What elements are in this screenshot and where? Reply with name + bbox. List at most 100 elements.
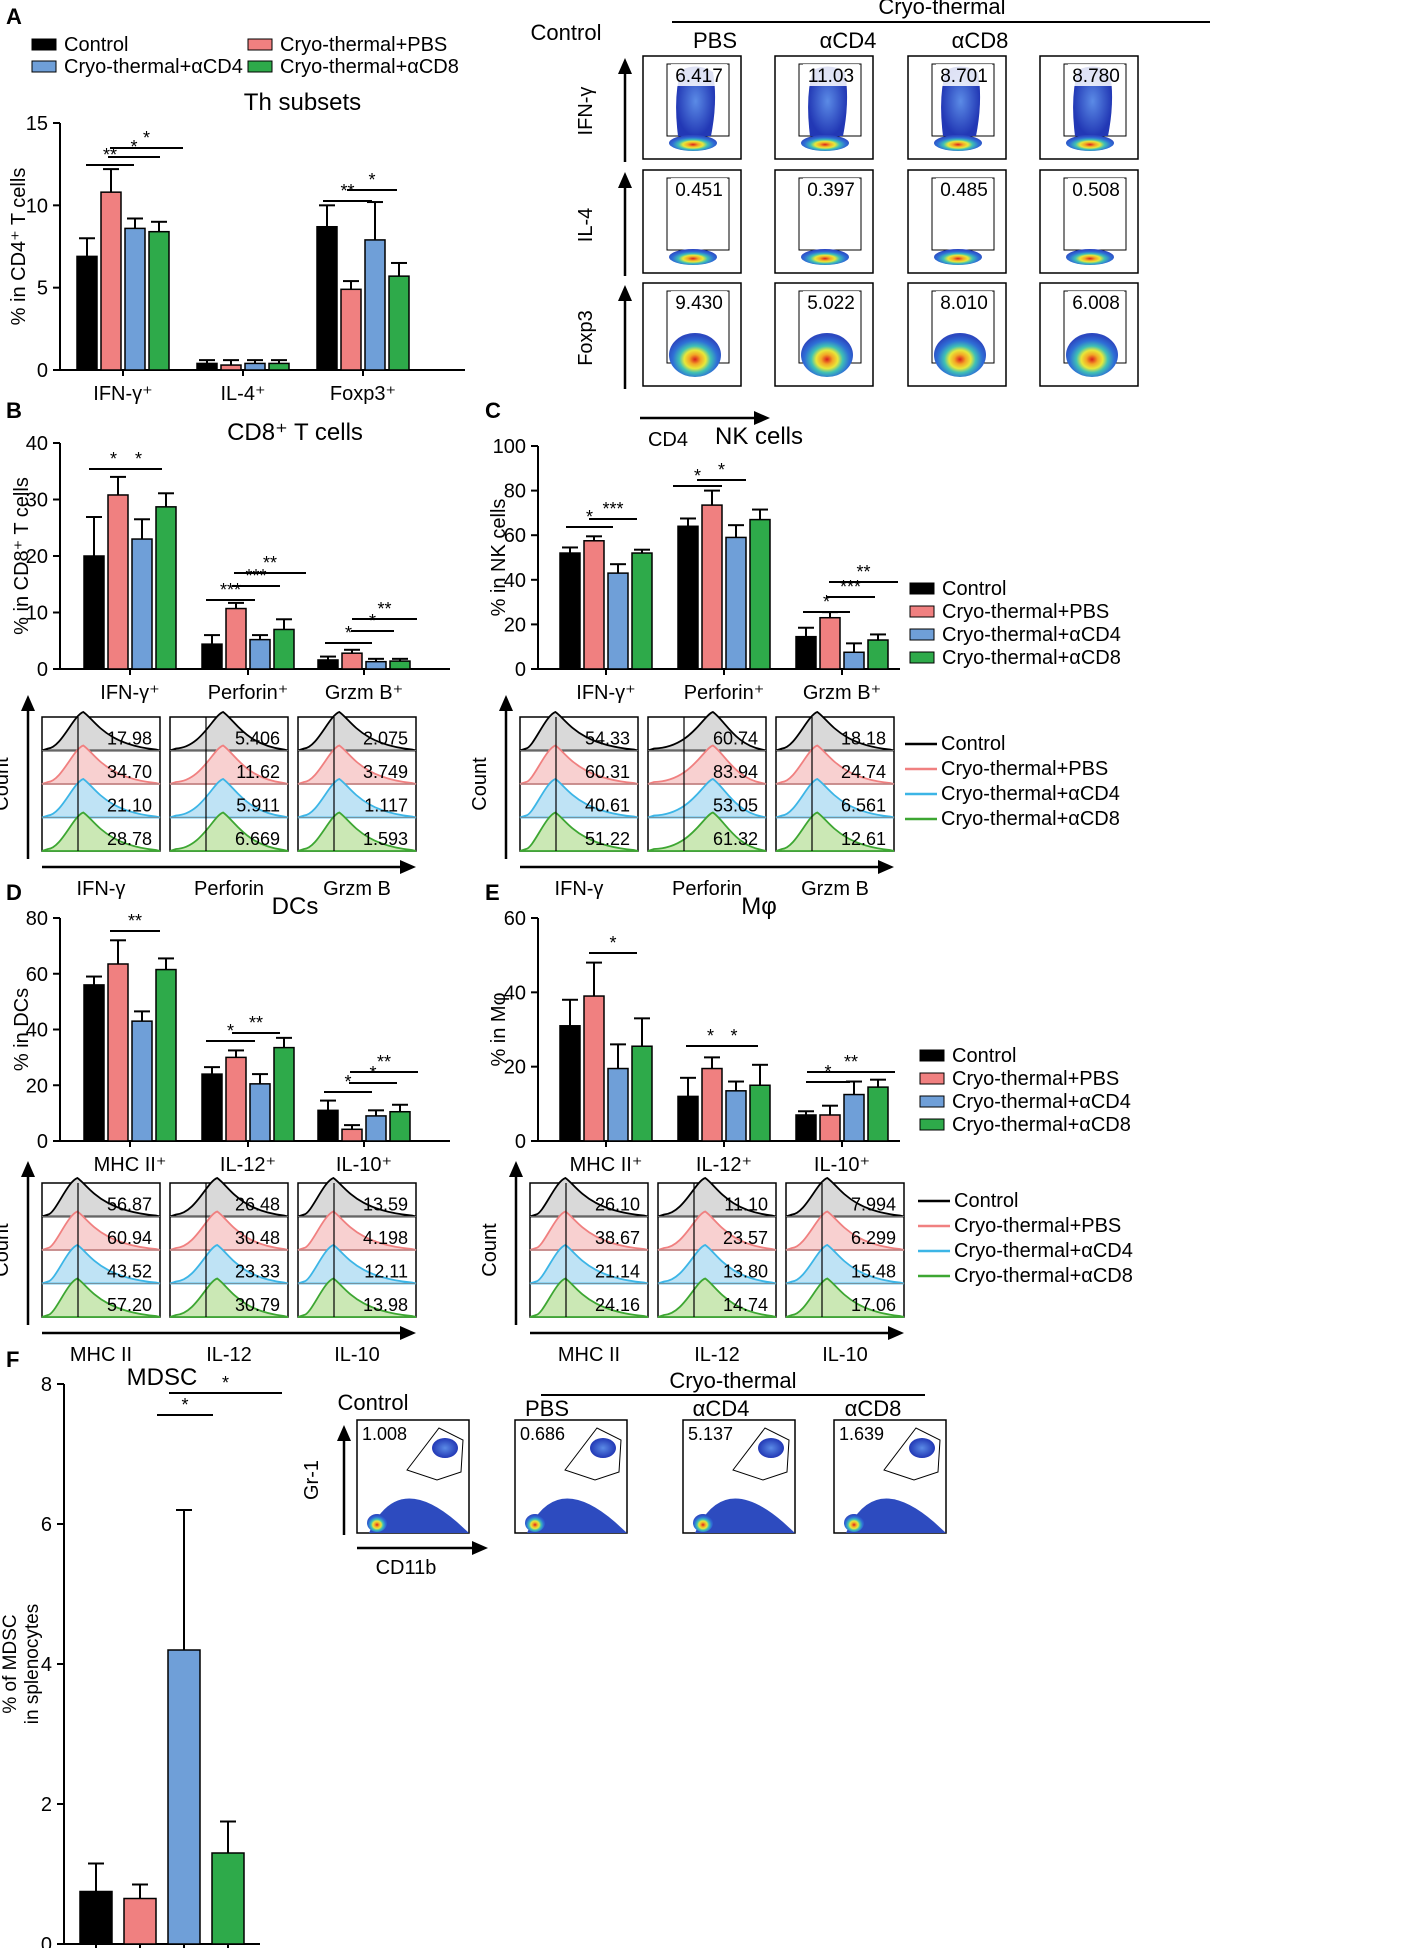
hist-curve (169, 777, 289, 819)
legend-A-swatch (247, 60, 273, 73)
flow-f-gate-value: 0.686 (520, 1424, 565, 1444)
panel-letter: A (6, 4, 22, 29)
bar-Cryo-thermal+αCD8 (211, 1852, 245, 1945)
flow-gate-value: 8.701 (940, 66, 988, 87)
flow-value-bg (1068, 178, 1124, 200)
hist-curve (297, 811, 417, 852)
y-axis-label: % in CD4⁺ T cells (8, 168, 30, 326)
hist-value: 6.299 (851, 1228, 896, 1248)
significance-star: * (694, 466, 701, 486)
chart-title: MDSC (127, 1364, 198, 1391)
flow-value-bg (803, 291, 859, 313)
flow-f-header-group: Cryo-thermal (669, 1368, 796, 1393)
legend-C-label: Cryo-thermal+αCD8 (942, 647, 1121, 669)
hist-curve (785, 1210, 905, 1251)
bar-Cryo-thermal+PBS (107, 494, 129, 670)
flow-value-bg (936, 291, 992, 313)
hist-curve (519, 777, 639, 819)
legend-E-swatch (919, 1072, 945, 1085)
significance-star: * (730, 1026, 737, 1046)
hist-value: 11.10 (724, 1195, 768, 1215)
x-tick-label: IFN-γ⁺ (100, 682, 159, 704)
chart-title: NK cells (715, 423, 803, 450)
legend-E-swatch (919, 1095, 945, 1108)
y-tick-label: 20 (26, 1075, 48, 1097)
bar-Cryo-thermal+αCD8 (631, 552, 653, 670)
hist-y-arrow-head (499, 695, 513, 711)
hist-y-label: Count (479, 1223, 501, 1277)
legend-hist-B-C-label: Cryo-thermal+PBS (941, 758, 1108, 780)
flow-gate-value: 0.397 (807, 180, 855, 201)
significance-star: * (609, 933, 616, 953)
hist-value: 26.10 (595, 1195, 640, 1215)
flow-f-population (695, 1498, 795, 1533)
hist-curve (519, 710, 639, 752)
hist-value: 61.32 (713, 829, 758, 849)
hist-curve (297, 1243, 417, 1285)
flow-value-bg (803, 64, 859, 86)
hist-x-label: IL-12 (206, 1344, 252, 1366)
hist-y-label: Count (469, 757, 491, 811)
x-tick-label: MHC II⁺ (570, 1154, 643, 1176)
significance-star: * (369, 611, 376, 631)
bar-Cryo-thermal+αCD8 (389, 1110, 411, 1142)
hist-value: 51.22 (585, 829, 630, 849)
hist-value: 5.406 (235, 729, 280, 749)
bar-Cryo-thermal+αCD4 (843, 1093, 865, 1142)
chart-C: NK cells 0 20 40 60 80 100 % in NK cells IFN-γ⁺ P… (488, 423, 900, 704)
flow-column-label: αCD4 (820, 28, 877, 53)
bar-Control (201, 1073, 223, 1142)
legend-A-label: Cryo-thermal+αCD4 (64, 56, 243, 78)
flow-f-column-label: PBS (525, 1396, 569, 1421)
flow-f-gate-value: 1.639 (839, 1424, 884, 1444)
flow-gate-value: 6.417 (675, 66, 723, 87)
x-tick-label: Grzm B⁺ (325, 682, 403, 704)
hist-x-label: IL-12 (694, 1344, 740, 1366)
flow-gate-value: 8.780 (1072, 66, 1120, 87)
significance-star: *** (220, 580, 241, 600)
flow-f-mdsc-population (432, 1438, 458, 1458)
flow-f-y-arrow-head (337, 1425, 351, 1441)
panel-letter: C (485, 398, 501, 423)
significance-star: * (344, 1072, 351, 1092)
y-tick-label: 8 (41, 1374, 52, 1396)
significance-star: * (110, 449, 117, 469)
hist-value: 60.94 (107, 1228, 152, 1248)
hist-curve (775, 710, 895, 752)
bar-Cryo-thermal+PBS (583, 995, 605, 1142)
significance-star: ** (377, 1052, 391, 1072)
hist-value: 6.669 (235, 829, 280, 849)
hist-value: 1.593 (363, 829, 408, 849)
flow-value-bg (671, 64, 727, 86)
hist-value: 11.62 (236, 762, 280, 782)
x-tick-label: Perforin⁺ (208, 682, 289, 704)
y-tick-label: 0 (515, 659, 526, 681)
panel-letter: B (6, 398, 22, 423)
flow-f-y-label: Gr-1 (301, 1460, 323, 1500)
bar-Cryo-thermal+PBS (819, 1114, 841, 1142)
bar-Control (201, 643, 223, 670)
flow-gate-value: 9.430 (675, 293, 723, 314)
hist-x-label: Grzm B (323, 878, 391, 900)
legend-hist-D-E-label: Cryo-thermal+αCD4 (954, 1240, 1133, 1262)
bar-Control (677, 525, 699, 670)
x-tick-label: IFN-γ⁺ (93, 383, 152, 405)
hist-curve (297, 710, 417, 752)
y-tick-label: 6 (41, 1514, 52, 1536)
y-tick-label: 80 (504, 481, 526, 503)
hist-value: 40.61 (585, 796, 630, 816)
hist-y-arrow-head (21, 1161, 35, 1177)
hist-value: 1.117 (364, 796, 408, 816)
y-tick-label: 60 (26, 964, 48, 986)
bar-Cryo-thermal+αCD8 (867, 639, 889, 670)
hist-curve (297, 744, 417, 785)
flow-population-dense (801, 333, 853, 377)
hist-value: 54.33 (585, 729, 630, 749)
y-tick-label: 0 (37, 1131, 48, 1153)
legend-A-swatch (31, 38, 57, 51)
y-tick-label: 10 (26, 195, 48, 217)
y-tick-label: 60 (504, 908, 526, 930)
bar-Cryo-thermal+αCD4 (249, 638, 271, 670)
bar-Cryo-thermal+αCD4 (167, 1649, 201, 1945)
